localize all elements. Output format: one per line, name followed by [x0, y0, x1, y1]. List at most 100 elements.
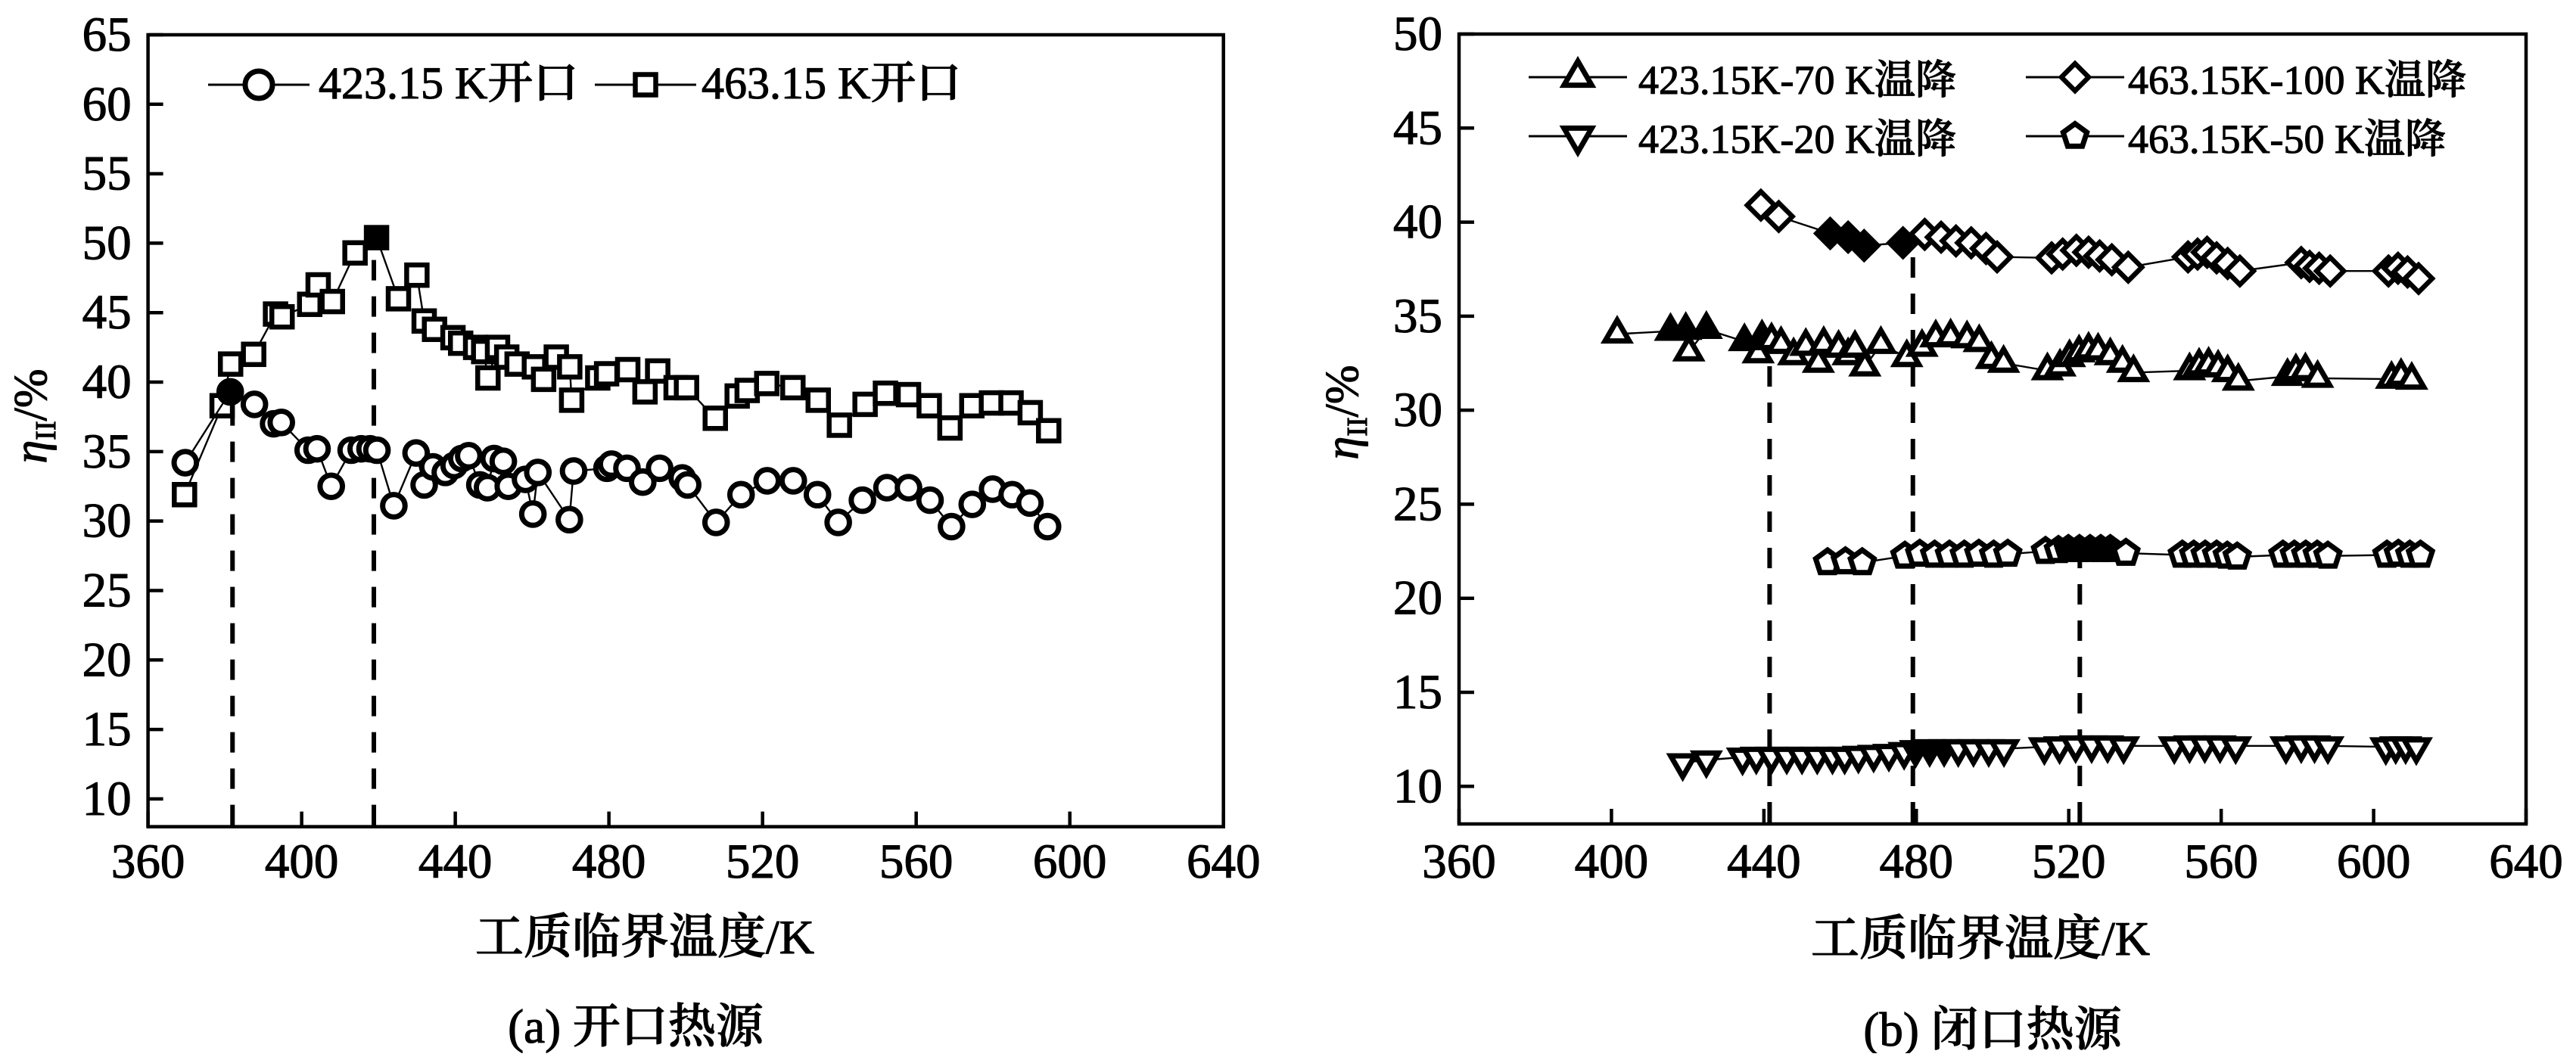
data-point	[216, 378, 244, 406]
data-point	[1848, 347, 1882, 377]
y-tick-label: 50	[1393, 7, 1442, 61]
cjk-glyph	[525, 912, 569, 958]
data-point	[241, 341, 266, 368]
x-tick-label: 600	[1033, 835, 1107, 889]
label-text-run: 423.15 K	[319, 58, 487, 108]
data-point	[2394, 360, 2428, 390]
legend: 423.15 K 463.15 K	[208, 58, 957, 109]
axis-ticks	[146, 33, 1225, 827]
y-tick-label: 30	[82, 494, 132, 549]
data-point	[1669, 311, 1703, 340]
x-tick-label: 400	[265, 835, 339, 889]
y-tick-label: 40	[82, 355, 132, 409]
data-point	[1761, 199, 1797, 234]
y-tick-label: 35	[1393, 289, 1442, 344]
x-tick-label: 440	[1727, 835, 1801, 889]
data-point	[402, 439, 431, 467]
data-point	[2219, 736, 2253, 766]
data-point	[916, 486, 944, 515]
data-point	[779, 467, 807, 495]
data-point	[753, 467, 782, 495]
legend-label: 463.15K-50 K	[2127, 116, 2445, 163]
legend-label: 463.15K-100 K	[2127, 57, 2466, 104]
cjk-glyph	[477, 916, 521, 953]
cjk-glyph	[1918, 59, 1955, 97]
x-tick-label: 560	[2184, 835, 2258, 889]
y-tick-label: 25	[1393, 477, 1442, 531]
data-point	[1846, 546, 1878, 576]
cjk-glyph	[622, 913, 667, 957]
data-point	[2223, 253, 2257, 288]
series-diamond	[1744, 188, 2436, 296]
data-point	[780, 375, 806, 401]
cjk-glyph	[1876, 119, 1915, 157]
series-circle	[171, 378, 1062, 541]
data-point	[530, 366, 557, 393]
x-axis-label: /K	[477, 909, 815, 965]
data-point	[633, 72, 658, 98]
data-point	[518, 500, 547, 528]
data-point	[2401, 261, 2436, 296]
y-axis-label: ηII/%	[1316, 365, 1374, 460]
data-point	[2117, 353, 2151, 383]
data-point	[805, 387, 831, 413]
data-point	[726, 480, 755, 509]
cjk-glyph	[2408, 118, 2444, 156]
data-point	[2399, 737, 2433, 766]
data-point	[303, 434, 331, 463]
data-point	[959, 393, 985, 418]
cjk-glyph	[1912, 914, 1955, 959]
label-text-run: 463.15K-50 K	[2128, 117, 2364, 162]
y-tick-label: 55	[82, 147, 132, 201]
x-tick-label: 640	[2489, 835, 2563, 889]
data-point	[217, 351, 244, 377]
data-point	[2111, 250, 2145, 284]
data-point	[848, 486, 876, 515]
cjk-glyph	[1918, 118, 1955, 156]
data-point	[2311, 736, 2345, 766]
data-point	[1689, 750, 1723, 779]
panel-a: 360 400 440 480 520 560 600 640 10 15 20 25 30 35 40 45…	[5, 7, 1261, 1054]
data-point	[916, 393, 942, 418]
data-point	[455, 442, 483, 470]
cjk-glyph	[717, 1003, 762, 1046]
data-point	[558, 387, 585, 413]
legend-item: 463.15K-100 K	[2026, 57, 2466, 104]
data-point	[1559, 55, 1597, 89]
series-markers	[171, 378, 1062, 541]
panel-caption: (b)	[1863, 1003, 2120, 1057]
plot-frame	[1457, 32, 2528, 826]
data-point	[380, 492, 408, 520]
data-point	[2107, 736, 2141, 766]
axis-tick-labels: 360 400 440 480 520 560 600 640 10 15 20 25 30 35 40 45…	[1392, 6, 2563, 889]
panel-caption: (a)	[508, 999, 762, 1054]
x-tick-label: 480	[572, 835, 646, 889]
x-tick-label: 640	[1187, 835, 1261, 889]
series-triangle-up	[1600, 309, 2428, 391]
cjk-glyph	[2006, 914, 2052, 959]
cjk-glyph	[1958, 915, 2002, 959]
data-point	[342, 240, 368, 266]
data-point	[171, 449, 200, 477]
data-point	[559, 457, 588, 485]
cjk-glyph	[2366, 119, 2404, 157]
data-point	[894, 474, 922, 502]
label-text-run: /K	[2102, 912, 2150, 965]
cjk-glyph	[627, 1007, 664, 1045]
data-point	[2221, 362, 2255, 391]
cjk-glyph	[873, 61, 915, 102]
legend-label: 423.15K-20 K	[1638, 116, 1955, 163]
data-point	[824, 508, 852, 536]
cjk-glyph	[922, 64, 957, 101]
data-point	[1559, 125, 1597, 158]
data-point	[937, 415, 963, 441]
data-point	[674, 471, 702, 499]
data-point	[702, 508, 730, 536]
y-tick-label: 45	[82, 285, 132, 340]
series-markers	[172, 225, 1062, 508]
axis-tick-labels: 360 400 440 480 520 560 600 640 10 15 20 25 30 35 40 45…	[82, 7, 1261, 889]
optimal-tc-dashed-lines	[1767, 242, 2083, 822]
data-point	[852, 391, 878, 418]
